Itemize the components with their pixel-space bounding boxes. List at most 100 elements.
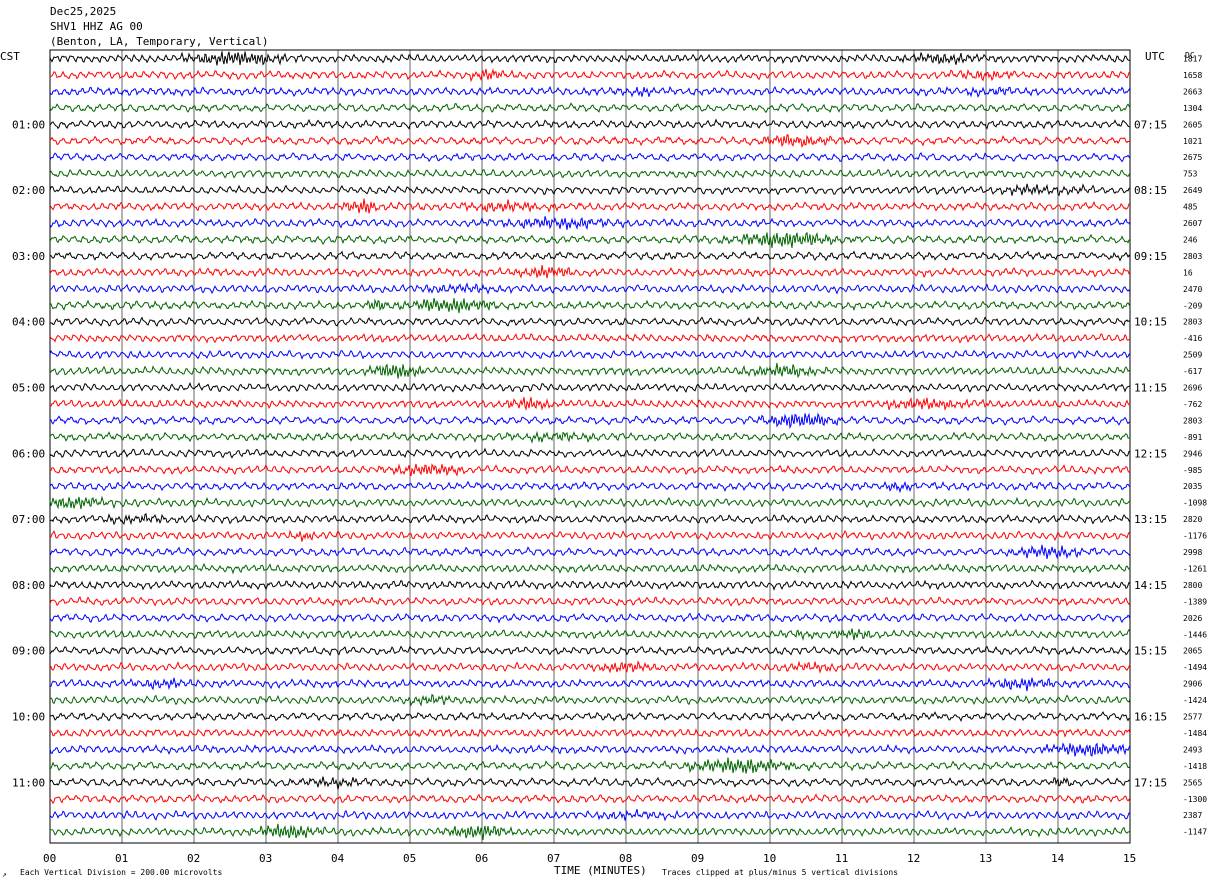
- utc-hour-label: 14:15: [1134, 579, 1167, 592]
- utc-hour-label: 11:15: [1134, 382, 1167, 395]
- dc-offset-label: 2607: [1183, 219, 1202, 228]
- dc-offset-labels: 1817 1658 2663 1304 2605 1021 2675 753 2649 485 26…: [1183, 55, 1207, 837]
- seismic-trace: [50, 430, 1131, 444]
- x-tick-label: 12: [907, 852, 920, 865]
- utc-hour-label: 16:15: [1134, 711, 1167, 724]
- dc-offset-label: 2906: [1183, 680, 1202, 689]
- dc-offset-label: 1658: [1183, 71, 1202, 80]
- seismic-trace: [49, 463, 1131, 477]
- x-tick-label: 13: [979, 852, 992, 865]
- seismic-trace: [49, 562, 1131, 575]
- seismic-trace: [49, 823, 1131, 840]
- dc-offset-label: -1098: [1183, 499, 1207, 508]
- seismic-trace: [49, 51, 1130, 66]
- seismic-trace: [49, 231, 1131, 248]
- seismic-trace: [49, 480, 1131, 494]
- seismic-trace: [49, 776, 1131, 790]
- dc-offset-label: -762: [1183, 400, 1202, 409]
- seismic-trace: [49, 512, 1131, 526]
- x-tick-label: 07: [547, 852, 560, 865]
- dc-offset-label: 2663: [1183, 87, 1202, 96]
- dc-offset-label: 2035: [1183, 482, 1202, 491]
- x-tick-label: 04: [331, 852, 345, 865]
- seismic-trace: [49, 412, 1131, 430]
- dc-offset-label: 2493: [1183, 745, 1202, 754]
- utc-hour-label: 09:15: [1134, 250, 1167, 263]
- dc-offset-label: -1494: [1183, 663, 1207, 672]
- dc-offset-label: -1176: [1183, 532, 1207, 541]
- seismic-trace: [49, 808, 1131, 822]
- dc-offset-label: -891: [1183, 433, 1202, 442]
- seismic-trace: [49, 151, 1131, 163]
- dc-offset-label: -985: [1183, 466, 1202, 475]
- utc-hour-label: 15:15: [1134, 645, 1167, 658]
- seismic-trace: [49, 660, 1131, 674]
- seismic-trace: [49, 216, 1131, 231]
- header-station: SHV1 HHZ AG 00: [50, 20, 143, 33]
- dc-offset-label: 2470: [1183, 285, 1202, 294]
- cst-hour-label: 03:00: [12, 250, 45, 263]
- dc-offset-label: -416: [1183, 334, 1202, 343]
- dc-offset-label: 2803: [1183, 318, 1202, 327]
- corner-mark: ↗: [2, 870, 7, 879]
- seismic-trace: [49, 793, 1131, 805]
- seismic-trace: [49, 676, 1131, 692]
- seismic-trace: [49, 102, 1131, 114]
- dc-offset-label: 2800: [1183, 581, 1202, 590]
- dc-offset-label: 2387: [1183, 811, 1202, 820]
- seismic-trace: [49, 612, 1131, 624]
- dc-offset-label: 2649: [1183, 186, 1202, 195]
- x-tick-label: 11: [835, 852, 848, 865]
- seismic-trace: [49, 282, 1131, 295]
- utc-axis-label: UTC: [1145, 50, 1165, 63]
- utc-hour-labels: 07:15 08:15 09:15 10:15 11:15 12:15 13:15 14:15…: [1134, 118, 1167, 789]
- dc-offset-label: 2696: [1183, 384, 1202, 393]
- dc-offset-label: 753: [1183, 170, 1198, 179]
- seismic-trace: [49, 579, 1131, 591]
- seismic-trace: [49, 447, 1131, 459]
- cst-hour-label: 04:00: [12, 316, 45, 329]
- seismic-trace: [49, 183, 1131, 197]
- dc-offset-label: 2998: [1183, 548, 1202, 557]
- cst-hour-label: 09:00: [12, 645, 45, 658]
- utc-hour-label: 07:15: [1134, 118, 1167, 131]
- header-location: (Benton, LA, Temporary, Vertical): [50, 35, 269, 48]
- seismic-trace: [49, 118, 1131, 130]
- header-date: Dec25,2025: [50, 5, 117, 18]
- seismic-trace: [49, 68, 1131, 83]
- dc-offset-label: 2065: [1183, 647, 1202, 656]
- seismic-trace: [49, 742, 1131, 757]
- dc-offset-label: 246: [1183, 235, 1198, 244]
- dc-offset-label: -617: [1183, 367, 1202, 376]
- dc-offset-label: -209: [1183, 301, 1202, 310]
- dc-offset-label: -1147: [1183, 828, 1207, 837]
- seismic-trace: [49, 693, 1131, 707]
- dc-offset-label: 2803: [1183, 252, 1202, 261]
- seismic-trace: [49, 265, 1131, 279]
- x-tick-label: 06: [475, 852, 488, 865]
- x-tick-label: 05: [403, 852, 416, 865]
- seismic-trace: [49, 396, 1131, 412]
- seismic-trace: [49, 362, 1131, 379]
- dc-offset-label: 2026: [1183, 614, 1202, 623]
- utc-hour-label: 12:15: [1134, 447, 1167, 460]
- dc-offset-label: 2577: [1183, 713, 1202, 722]
- seismic-trace: [49, 544, 1131, 560]
- plot-frame: [49, 49, 1131, 844]
- utc-hour-label: 08:15: [1134, 184, 1167, 197]
- dc-offset-label: -1389: [1183, 597, 1207, 606]
- cst-hour-label: 02:00: [12, 184, 45, 197]
- dc-offset-label: 2605: [1183, 120, 1202, 129]
- cst-hour-label: 07:00: [12, 513, 45, 526]
- dc-offset-label: 2946: [1183, 449, 1202, 458]
- cst-hour-label: 10:00: [12, 711, 45, 724]
- x-tick-label: 08: [619, 852, 632, 865]
- dc-offset-label: -1446: [1183, 630, 1207, 639]
- dc-label: DC: [1185, 51, 1195, 60]
- seismic-trace: [49, 529, 1131, 542]
- seismic-trace: [49, 198, 1131, 214]
- seismic-trace: [49, 595, 1131, 607]
- dc-offset-label: 1817: [1183, 55, 1202, 64]
- seismic-trace: [49, 495, 1131, 510]
